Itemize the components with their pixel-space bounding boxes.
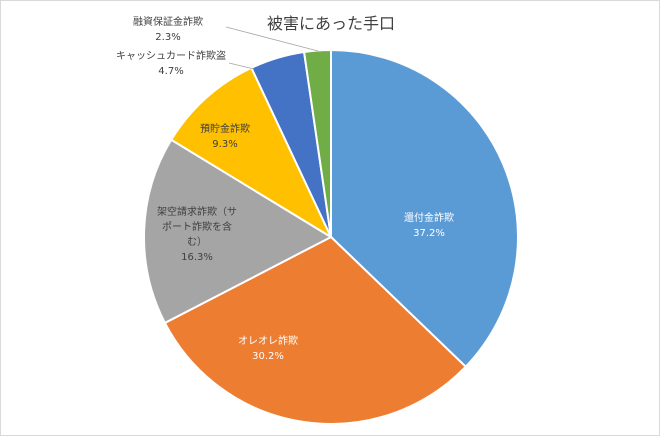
leader-line-cash-card	[228, 62, 255, 70]
category-label-oreore: オレオレ詐欺	[238, 334, 298, 347]
chart-title: 被害にあった手口	[266, 14, 395, 33]
pie-slice-oreore	[163, 235, 468, 425]
value-label-oreore: 30.2%	[252, 351, 284, 362]
category-label-yushi-hoshokin: 融資保証金詐欺	[133, 15, 203, 28]
pie-slice-kakuu-seikyu	[143, 138, 334, 325]
category-label-kakuu-seikyu: 架空請求詐欺（サ	[157, 205, 237, 218]
category-label-kanpukin: 還付金詐欺	[404, 211, 454, 224]
value-label-kakuu-seikyu: 16.3%	[181, 252, 213, 263]
data-label-oreore: オレオレ詐欺 30.2%	[238, 334, 298, 362]
data-label-cash-card: キャッシュカード詐欺盗 4.7%	[116, 49, 226, 77]
value-label-yochokin: 9.3%	[212, 139, 237, 150]
data-label-yochokin: 預貯金詐欺 9.3%	[200, 122, 250, 150]
value-label-yushi-hoshokin: 2.3%	[155, 32, 180, 43]
leader-line-yushi-hoshokin	[225, 26, 319, 52]
category-label-kakuu-seikyu: む）	[187, 236, 207, 248]
pie-slice-kanpukin	[330, 48, 519, 369]
category-label-yochokin: 預貯金詐欺	[200, 122, 250, 135]
data-label-kanpukin: 還付金詐欺 37.2%	[404, 211, 454, 239]
category-label-kakuu-seikyu: ポート詐欺を含	[162, 220, 232, 233]
value-label-cash-card: 4.7%	[158, 66, 183, 77]
value-label-kanpukin: 37.2%	[413, 228, 445, 239]
data-label-yushi-hoshokin: 融資保証金詐欺 2.3%	[133, 15, 203, 43]
category-label-cash-card: キャッシュカード詐欺盗	[116, 49, 226, 62]
pie-slice-yochokin	[169, 66, 334, 240]
